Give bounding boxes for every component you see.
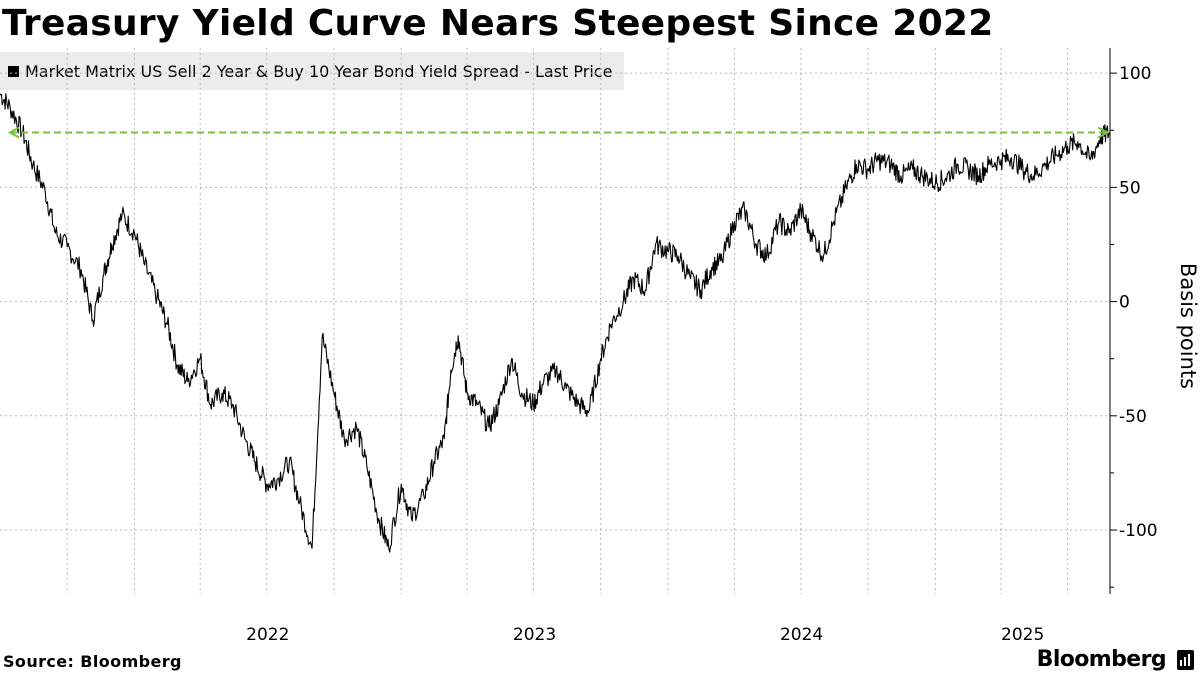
y-tick-label: 0 bbox=[1119, 293, 1130, 313]
chart-title: Treasury Yield Curve Nears Steepest Sinc… bbox=[2, 3, 994, 44]
y-tick-label: 100 bbox=[1119, 64, 1151, 84]
x-tick-label: 2023 bbox=[513, 625, 556, 645]
source-note: Source: Bloomberg bbox=[3, 652, 182, 671]
legend: Market Matrix US Sell 2 Year & Buy 10 Ye… bbox=[0, 52, 625, 90]
terminal-icon bbox=[1177, 650, 1194, 670]
brand-logo: Bloomberg bbox=[1036, 647, 1167, 672]
x-tick-label: 2025 bbox=[1001, 625, 1044, 645]
series-line bbox=[0, 93, 1110, 553]
reference-arrow-left bbox=[7, 126, 20, 139]
y-tick-label: -50 bbox=[1119, 407, 1147, 427]
y-tick-label: 50 bbox=[1119, 178, 1141, 198]
y-tick-label: -100 bbox=[1119, 521, 1158, 541]
reference-arrow-right bbox=[1097, 126, 1110, 139]
y-axis-label: Basis points bbox=[1176, 262, 1200, 390]
x-tick-label: 2022 bbox=[246, 625, 289, 645]
legend-swatch bbox=[8, 65, 19, 77]
legend-label: Market Matrix US Sell 2 Year & Buy 10 Ye… bbox=[25, 61, 613, 81]
x-tick-label: 2024 bbox=[780, 625, 823, 645]
